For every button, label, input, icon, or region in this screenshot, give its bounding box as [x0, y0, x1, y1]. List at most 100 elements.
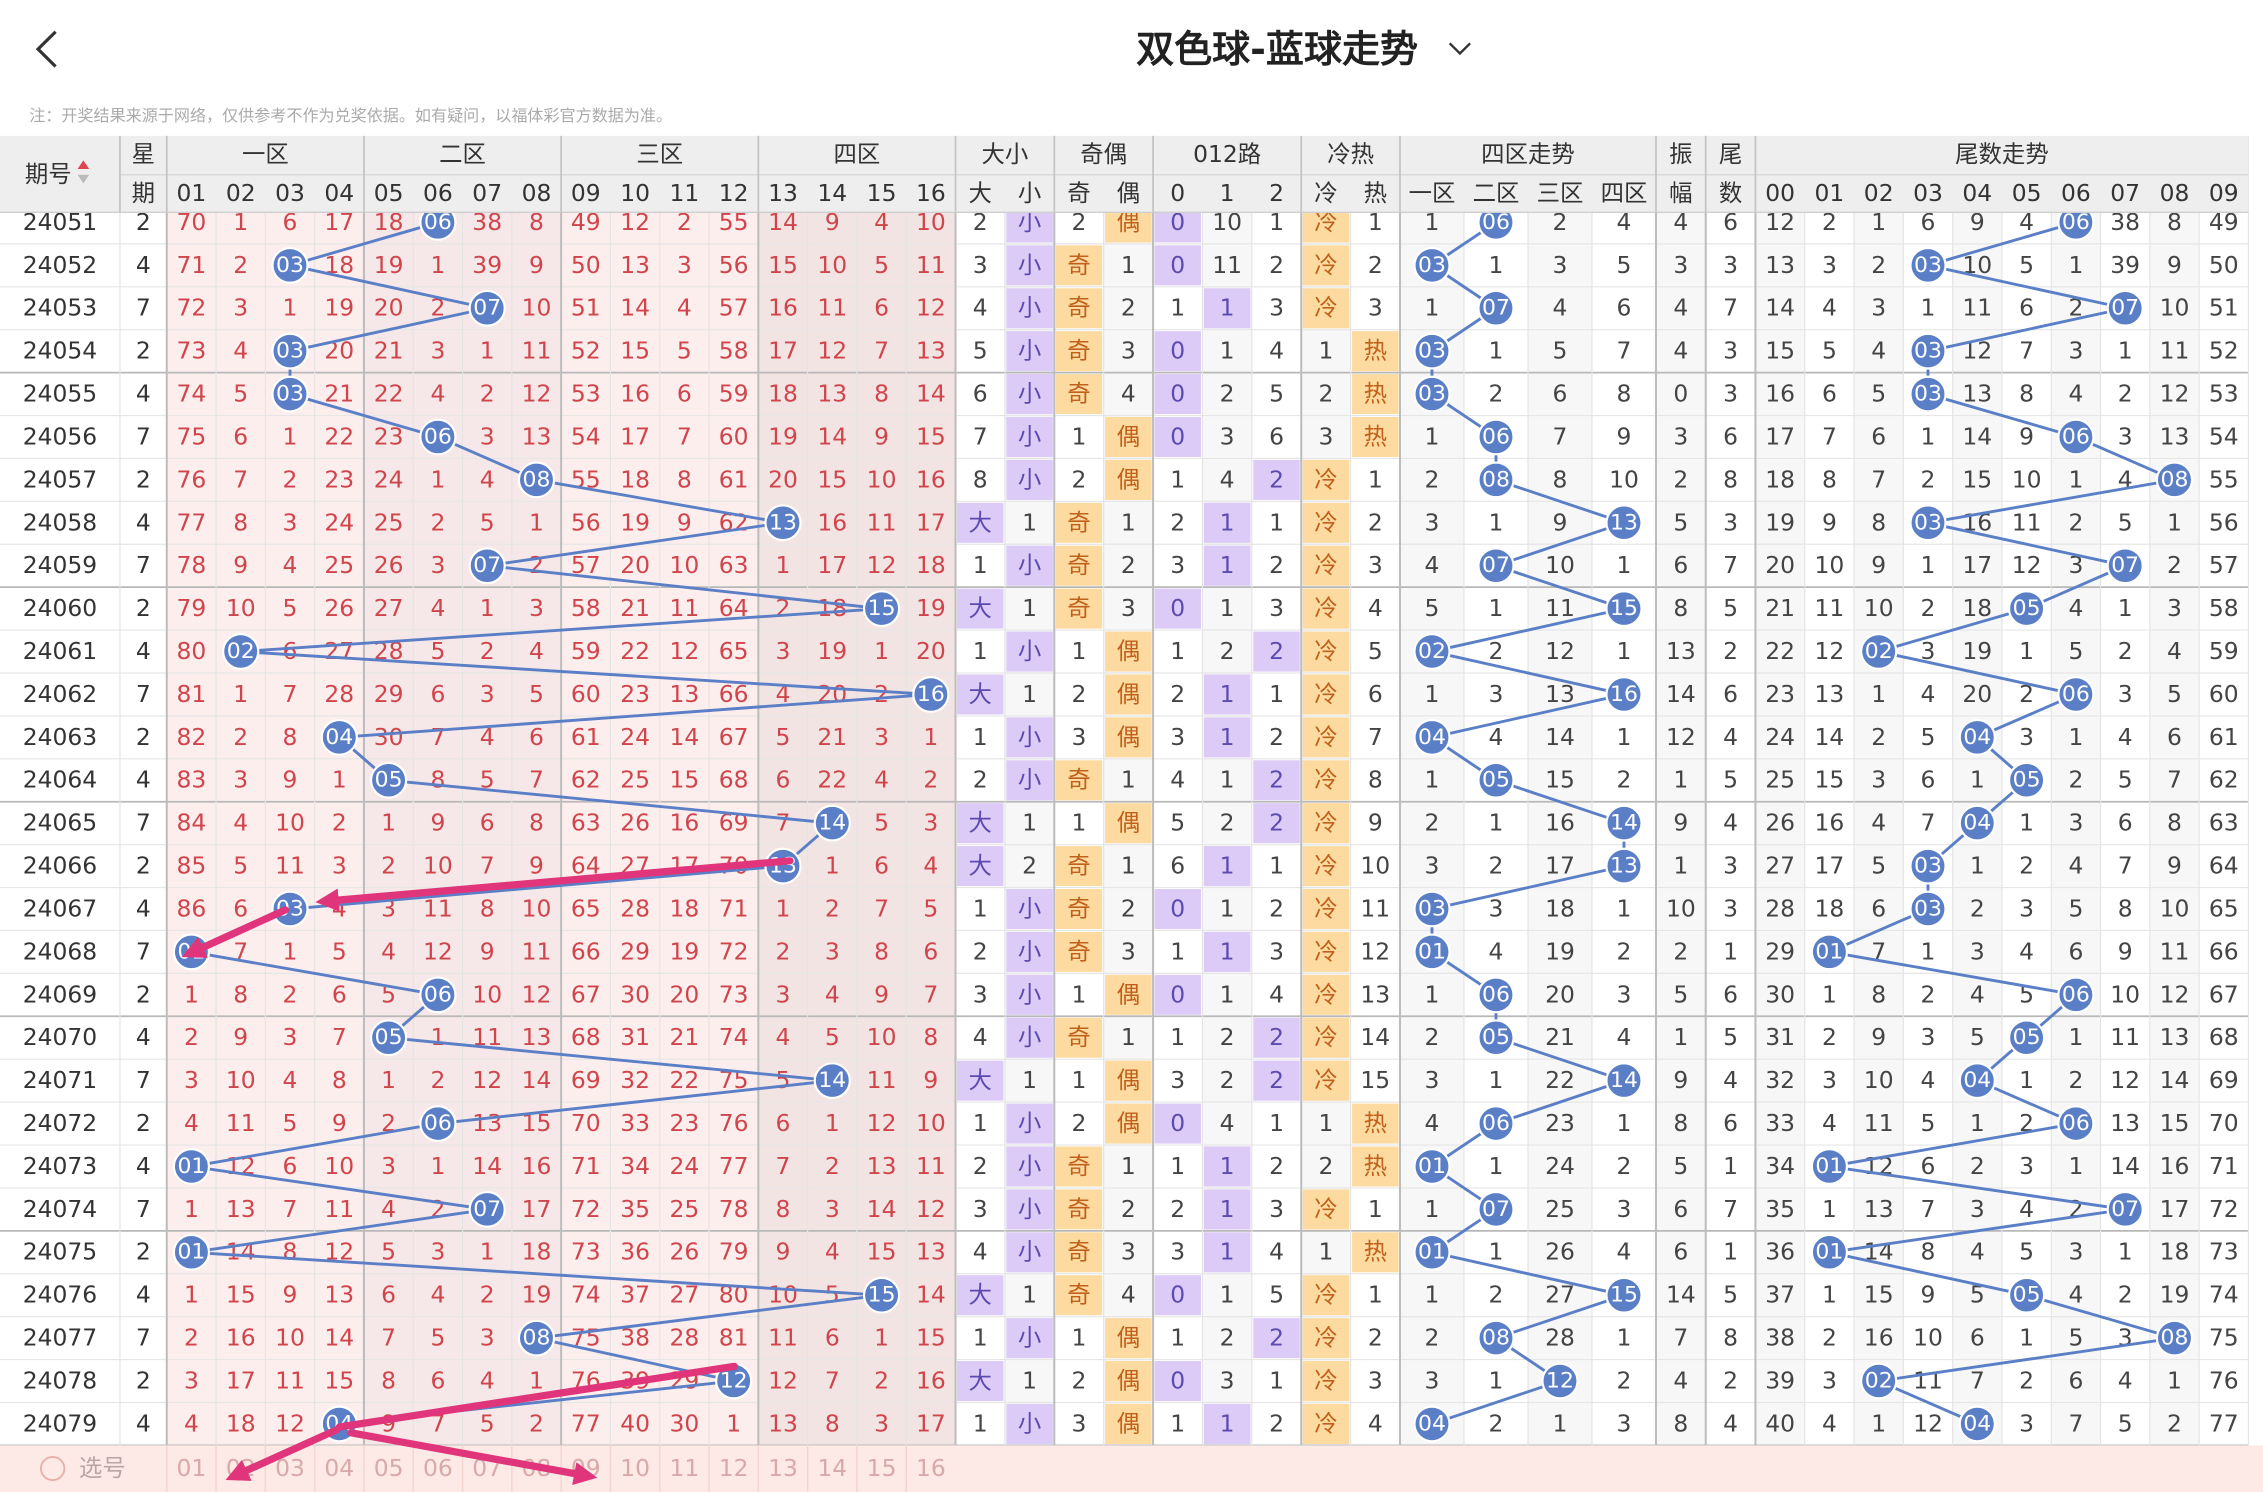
cell-value: 冷 [1314, 595, 1337, 622]
cell-value: 16 [1815, 810, 1845, 837]
cell-value: 15 [916, 1325, 946, 1352]
cell-value: 1 [825, 853, 840, 880]
hit-ball [369, 1019, 408, 1057]
header-group: 星 [132, 141, 155, 168]
cell-value: 17 [817, 552, 847, 579]
cell-value: 2 [2019, 853, 2034, 880]
cell-value: 28 [1545, 1325, 1575, 1352]
cell-value: 62 [2209, 767, 2239, 794]
cell-value: 3 [1617, 981, 1632, 1008]
cell-value: 19 [817, 638, 847, 665]
cell-value: 23 [374, 424, 404, 451]
cell-value: 偶 [1117, 1110, 1140, 1137]
cell-value: 2 [529, 552, 544, 579]
cell-value: 13 [2160, 424, 2190, 451]
cell-value: 39 [472, 252, 502, 279]
disclaimer-note: 注：开奖结果来源于网络，仅供参考不作为兑奖依据。如有疑问，以福体彩官方数据为准。 [29, 106, 672, 125]
cell-value: 1 [1871, 209, 1886, 236]
cell-value: 10 [275, 1325, 305, 1352]
hit-ball [1413, 1405, 1451, 1443]
hit-ball-number: 01 [1815, 939, 1843, 964]
hit-ball-number: 06 [1482, 982, 1510, 1007]
hit-ball [1477, 1105, 1515, 1142]
annotation-arrow [335, 1362, 738, 1431]
cell-value: 5 [1723, 595, 1738, 622]
column-bg [610, 200, 660, 1446]
annotation-arrow [347, 1429, 598, 1485]
cell-value: 26 [374, 552, 404, 579]
cell-value: 4 [480, 466, 495, 493]
cell-value: 1 [1121, 1024, 1136, 1051]
hit-cell-bg [956, 1361, 1004, 1402]
cell-value: 7 [283, 1196, 298, 1223]
hit-cell-bg [1154, 416, 1201, 457]
cell-value: 1 [1425, 681, 1440, 708]
cell-value: 6 [1617, 295, 1632, 322]
cell-value: 2 [332, 810, 347, 837]
hit-ball-number: 05 [2013, 1283, 2041, 1308]
title-dropdown[interactable] [1448, 42, 1471, 56]
cell-value: 61 [2209, 724, 2239, 751]
cell-value: 2 [1022, 853, 1037, 880]
hit-cell-bg [1302, 1361, 1350, 1402]
cell-value: 冷 [1314, 681, 1337, 708]
cell-value: 4 [1871, 338, 1886, 365]
cell-value: 奇 [1067, 295, 1090, 322]
hit-ball-number: 12 [720, 1369, 748, 1394]
select-number: 06 [423, 1455, 453, 1482]
cell-value: 3 [480, 424, 495, 451]
hit-ball-number: 07 [473, 1197, 501, 1222]
hit-ball-number: 04 [1963, 1412, 1991, 1437]
cell-value: 9 [430, 810, 445, 837]
back-button[interactable] [35, 30, 57, 68]
cell-value: 7 [480, 853, 495, 880]
hit-ball-number: 03 [1914, 510, 1942, 535]
cell-value: 2 [430, 509, 445, 536]
trend-link [289, 221, 439, 267]
cell-value: 2 [2068, 767, 2083, 794]
cell-value: 73 [571, 1239, 601, 1266]
cell-value: 6 [283, 638, 298, 665]
header-column: 四区 [1601, 180, 1648, 207]
cell-value: 8 [825, 1411, 840, 1438]
weekday: 2 [136, 1239, 151, 1266]
hit-cell-bg [1203, 931, 1251, 972]
cell-value: 10 [324, 1153, 354, 1180]
cell-value: 冷 [1314, 767, 1337, 794]
hit-ball [1477, 547, 1515, 585]
cell-value: 61 [571, 724, 601, 751]
cell-value: 37 [1765, 1282, 1795, 1309]
cell-value: 7 [2118, 853, 2133, 880]
cell-value: 9 [776, 1239, 791, 1266]
cell-value: 4 [923, 853, 938, 880]
cell-value: 10 [768, 1282, 798, 1309]
cell-value: 小 [1018, 252, 1041, 279]
hit-ball-number: 04 [1963, 811, 1991, 836]
header-column: 09 [2209, 180, 2239, 207]
cell-value: 20 [620, 552, 650, 579]
cell-value: 7 [973, 424, 988, 451]
cell-value: 3 [1921, 638, 1936, 665]
cell-value: 8 [1871, 509, 1886, 536]
cell-value: 11 [916, 1153, 946, 1180]
cell-value: 76 [2209, 1368, 2239, 1395]
cell-value: 1 [1425, 295, 1440, 322]
cell-value: 32 [620, 1067, 650, 1094]
cell-value: 5 [1723, 767, 1738, 794]
hit-ball [419, 418, 457, 456]
cell-value: 11 [768, 1325, 798, 1352]
cell-value: 6 [776, 767, 791, 794]
cell-value: 2 [283, 466, 298, 493]
hit-cell-bg [1154, 245, 1201, 286]
cell-value: 4 [184, 1110, 199, 1137]
hit-ball [271, 246, 309, 284]
cell-value: 77 [2209, 1411, 2239, 1438]
weekday: 2 [136, 724, 151, 751]
cell-value: 1 [825, 1110, 840, 1137]
hit-cell-bg [956, 1275, 1004, 1316]
cell-value: 2 [233, 252, 248, 279]
cell-value: 3 [1425, 853, 1440, 880]
cell-value: 1 [1617, 552, 1632, 579]
cell-value: 3 [233, 295, 248, 322]
cell-value: 小 [1018, 295, 1041, 322]
